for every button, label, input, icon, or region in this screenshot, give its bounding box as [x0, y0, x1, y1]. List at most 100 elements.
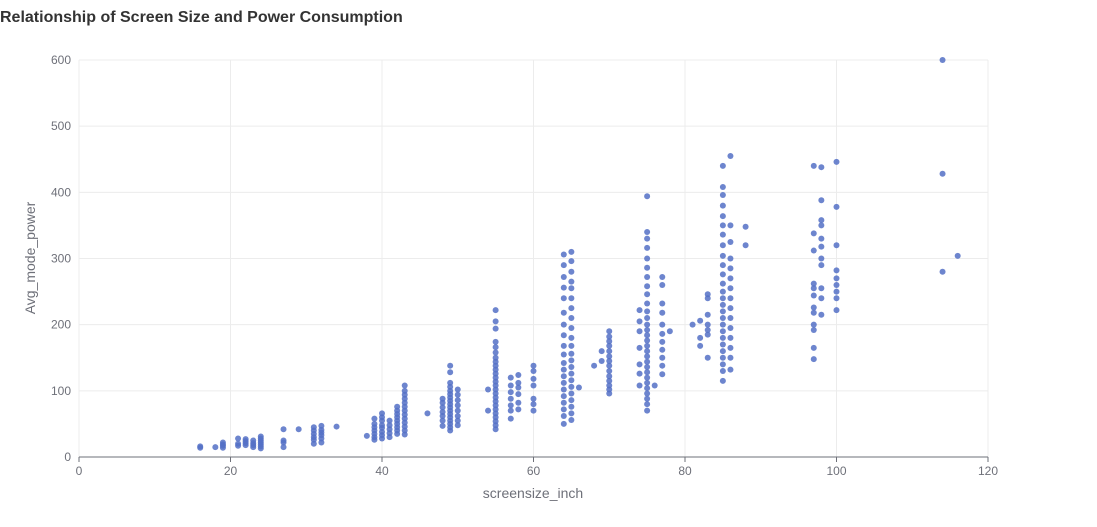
data-point [644, 348, 651, 355]
data-point [454, 386, 461, 393]
data-point [560, 406, 567, 413]
data-point [818, 285, 825, 292]
data-point [530, 375, 537, 382]
data-point [833, 203, 840, 210]
data-point [575, 384, 582, 391]
data-point [644, 364, 651, 371]
data-point [447, 369, 454, 376]
data-point [197, 443, 204, 450]
data-point [810, 292, 817, 299]
data-point [560, 332, 567, 339]
data-point [530, 362, 537, 369]
data-point [810, 326, 817, 333]
data-point [560, 393, 567, 400]
data-point [833, 307, 840, 314]
data-point [507, 374, 514, 381]
data-point [507, 389, 514, 396]
data-point [810, 321, 817, 328]
data-point [219, 439, 226, 446]
data-point [371, 420, 378, 427]
data-point [719, 308, 726, 315]
data-point [606, 362, 613, 369]
data-point [644, 229, 651, 236]
y-tick-label: 400 [51, 185, 71, 199]
data-point [644, 235, 651, 242]
x-tick-label: 100 [826, 464, 846, 478]
data-point [644, 337, 651, 344]
data-point [598, 348, 605, 355]
data-point [727, 255, 734, 262]
data-point [636, 318, 643, 325]
data-point [719, 348, 726, 355]
data-point [810, 304, 817, 311]
data-point [530, 401, 537, 408]
data-point [727, 354, 734, 361]
y-axis-title: Avg_mode_power [22, 201, 38, 314]
data-point [439, 404, 446, 411]
data-point [644, 390, 651, 397]
data-point [727, 222, 734, 229]
data-point [644, 353, 651, 360]
data-point [719, 295, 726, 302]
data-point [560, 342, 567, 349]
data-point [818, 255, 825, 262]
data-point [719, 301, 726, 308]
data-point [954, 252, 961, 259]
data-point [568, 377, 575, 384]
data-point [401, 387, 408, 394]
y-tick-labels: 0 100 200 300 400 500 600 [51, 53, 71, 464]
data-point [727, 295, 734, 302]
data-point [939, 268, 946, 275]
data-point [371, 415, 378, 422]
data-point [818, 235, 825, 242]
data-point [606, 382, 613, 389]
data-point [379, 422, 385, 429]
data-point [447, 362, 454, 369]
data-point [568, 285, 575, 292]
data-point [636, 344, 643, 351]
data-point [560, 386, 567, 393]
data-point [568, 324, 575, 331]
data-point [530, 382, 537, 389]
data-point [568, 403, 575, 410]
data-point [568, 334, 575, 341]
data-point [727, 305, 734, 312]
data-point [507, 382, 514, 389]
data-point [560, 379, 567, 386]
data-point [644, 264, 651, 271]
data-point [606, 342, 613, 349]
data-point [235, 435, 242, 442]
data-point [818, 311, 825, 318]
data-point [689, 321, 696, 328]
data-point [704, 354, 711, 361]
data-point [659, 362, 666, 369]
data-point [606, 338, 613, 345]
data-point [659, 321, 666, 328]
data-point [363, 432, 370, 439]
data-point [606, 333, 613, 340]
data-point [257, 433, 264, 440]
data-point [719, 202, 726, 209]
data-point [659, 338, 666, 345]
data-point [644, 315, 651, 322]
data-point [492, 349, 499, 356]
data-point [606, 328, 613, 335]
x-tick-label: 80 [678, 464, 692, 478]
data-point [439, 422, 446, 429]
data-point [568, 364, 575, 371]
data-point [659, 300, 666, 307]
data-point [727, 265, 734, 272]
data-point [454, 407, 461, 414]
x-tick-label: 40 [375, 464, 389, 478]
data-point [568, 390, 575, 397]
data-point [644, 395, 651, 402]
x-tick-label: 20 [224, 464, 238, 478]
data-point [295, 426, 302, 433]
data-point [719, 262, 726, 269]
data-point [818, 243, 825, 250]
data-point [719, 252, 726, 259]
data-point [818, 262, 825, 269]
data-point [697, 342, 704, 349]
data-point [818, 164, 825, 171]
